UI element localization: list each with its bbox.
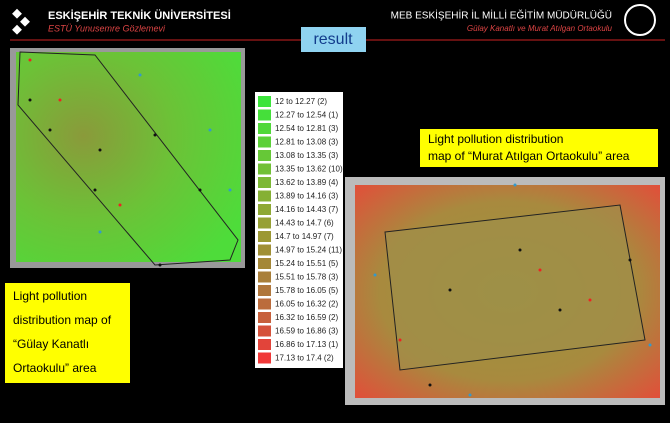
caption-line: “Gülay Kanatlı [13, 337, 89, 351]
legend-label: 16.59 to 16.86 (3) [275, 327, 338, 336]
header-left-title: ESKİŞEHİR TEKNİK ÜNİVERSİTESİ [48, 9, 231, 22]
header-right-title: MEB ESKİŞEHİR İL MİLLİ EĞİTİM MÜDÜRLÜĞÜ [391, 9, 612, 22]
legend-label: 14.7 to 14.97 (7) [275, 232, 334, 241]
legend-swatch [258, 123, 271, 134]
caption-line: Light pollution distribution [428, 132, 563, 146]
legend-label: 13.62 to 13.89 (4) [275, 178, 338, 187]
legend-label: 13.08 to 13.35 (3) [275, 151, 338, 160]
legend-swatch [258, 150, 271, 161]
legend: 12 to 12.27 (2) 12.27 to 12.54 (1) 12.54 t… [258, 96, 343, 364]
legend-label: 16.05 to 16.32 (2) [275, 300, 338, 309]
caption-line: distribution map of [13, 313, 112, 327]
legend-swatch [258, 109, 271, 121]
header-left-subtitle: ESTÜ Yunusemre Gözlemevi [48, 23, 166, 33]
legend-swatch [258, 325, 271, 337]
legend-label: 14.43 to 14.7 (6) [275, 219, 334, 228]
legend-swatch [258, 204, 271, 215]
legend-label: 16.32 to 16.59 (2) [275, 313, 338, 322]
legend-label: 17.13 to 17.4 (2) [275, 354, 334, 363]
legend-label: 14.16 to 14.43 (7) [275, 205, 338, 214]
legend-swatch [258, 163, 271, 175]
header-right-subtitle: Gülay Kanatlı ve Murat Atılgan Ortaokulu [467, 24, 613, 33]
legend-swatch [258, 258, 271, 269]
legend-label: 12 to 12.27 (2) [275, 97, 327, 106]
legend-label: 16.86 to 17.13 (1) [275, 340, 338, 349]
caption-line: Light pollution [13, 289, 87, 303]
legend-label: 15.78 to 16.05 (5) [275, 286, 338, 295]
legend-label: 12.54 to 12.81 (3) [275, 124, 338, 133]
map-right [345, 177, 665, 405]
legend-swatch [258, 352, 271, 364]
seal [624, 4, 656, 36]
legend-label: 15.51 to 15.78 (3) [275, 273, 338, 282]
legend-label: 13.35 to 13.62 (10) [275, 165, 343, 174]
caption-left: Light pollution distribution map of “Gülay… [13, 289, 112, 375]
legend-swatch [258, 177, 271, 188]
legend-swatch [258, 217, 271, 229]
legend-swatch [258, 271, 271, 283]
caption-line: Ortaokulu” area [13, 361, 97, 375]
legend-swatch [258, 244, 271, 256]
slide-title: result [313, 31, 353, 48]
caption-right-box [420, 129, 658, 167]
legend-swatch [258, 231, 271, 242]
legend-label: 12.27 to 12.54 (1) [275, 111, 338, 120]
caption-right: Light pollution distribution map of “Mura… [428, 132, 630, 163]
legend-label: 15.24 to 15.51 (5) [275, 259, 338, 268]
legend-swatch [258, 190, 271, 202]
legend-swatch [258, 312, 271, 323]
map-left [10, 48, 245, 268]
legend-swatch [258, 339, 271, 350]
caption-left-box [5, 283, 130, 383]
legend-label: 12.81 to 13.08 (3) [275, 138, 338, 147]
legend-swatch [258, 285, 271, 296]
legend-swatch [258, 96, 271, 107]
legend-label: 13.89 to 14.16 (3) [275, 192, 338, 201]
legend-swatch [258, 136, 271, 148]
legend-swatch [258, 298, 271, 310]
title-box [301, 27, 366, 52]
legend-label: 14.97 to 15.24 (11) [275, 246, 342, 255]
caption-line: map of “Murat Atılgan Ortaokulu” area [428, 149, 630, 163]
